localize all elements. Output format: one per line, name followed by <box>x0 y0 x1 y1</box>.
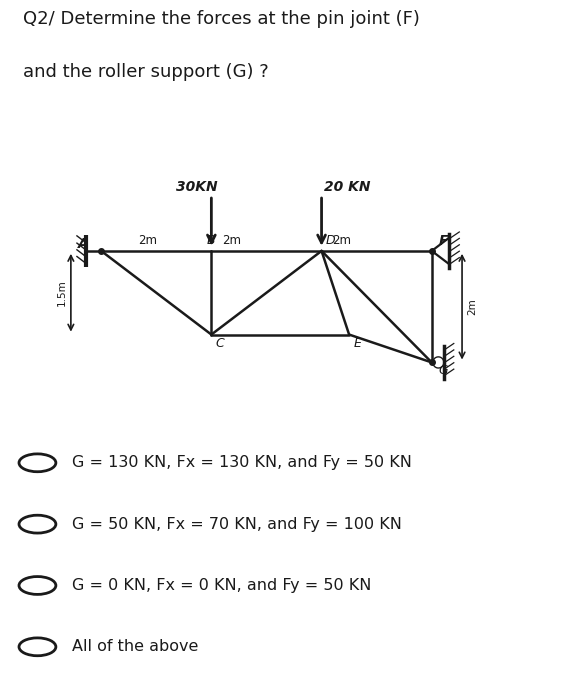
Text: G: G <box>438 364 448 376</box>
Text: 2m: 2m <box>222 234 241 247</box>
Text: G = 130 KN, Fx = 130 KN, and Fy = 50 KN: G = 130 KN, Fx = 130 KN, and Fy = 50 KN <box>72 455 412 470</box>
Text: All of the above: All of the above <box>72 639 198 654</box>
Text: D: D <box>326 234 336 247</box>
Text: A: A <box>78 237 89 251</box>
Text: 20 KN: 20 KN <box>324 180 371 194</box>
Text: 2m: 2m <box>467 298 477 315</box>
Text: F: F <box>438 234 448 248</box>
Text: Q2/ Determine the forces at the pin joint (F): Q2/ Determine the forces at the pin join… <box>23 10 420 28</box>
Text: 2m: 2m <box>138 234 157 247</box>
Text: and the roller support (G) ?: and the roller support (G) ? <box>23 63 269 81</box>
Text: G = 50 KN, Fx = 70 KN, and Fy = 100 KN: G = 50 KN, Fx = 70 KN, and Fy = 100 KN <box>72 516 402 532</box>
Text: 2m: 2m <box>332 234 351 247</box>
Text: C: C <box>216 337 225 350</box>
Text: G = 0 KN, Fx = 0 KN, and Fy = 50 KN: G = 0 KN, Fx = 0 KN, and Fy = 50 KN <box>72 578 372 593</box>
Text: 1.5m: 1.5m <box>57 279 67 306</box>
Text: B: B <box>207 234 215 247</box>
Text: 30KN: 30KN <box>176 180 217 194</box>
Text: E: E <box>354 337 361 350</box>
